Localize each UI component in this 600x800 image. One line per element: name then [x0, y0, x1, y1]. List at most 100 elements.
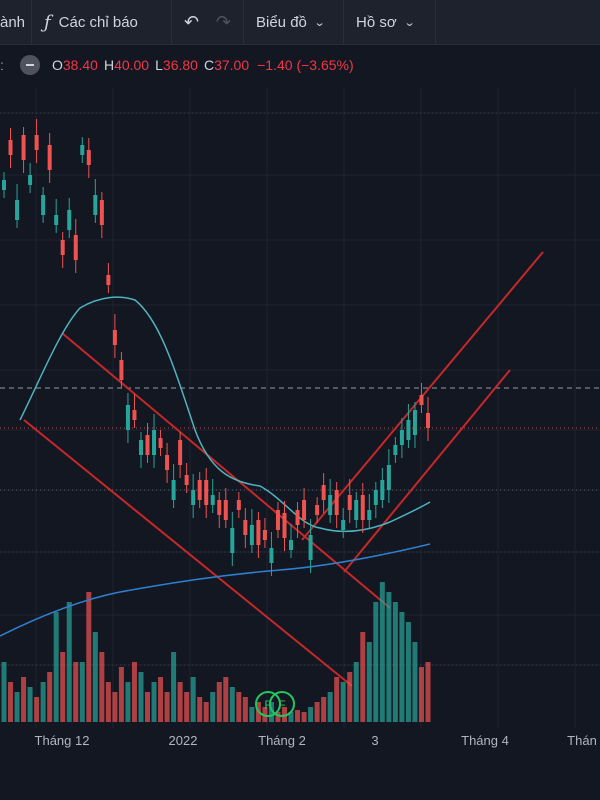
candle-body-39 [256, 520, 261, 545]
profile-menu-button[interactable]: Hồ sơ ⌄ [344, 0, 436, 44]
volume-bar-12 [79, 662, 85, 722]
candle-body-49 [321, 485, 326, 500]
candle-body-52 [341, 520, 346, 530]
candle-body-23 [152, 430, 157, 455]
moving-averages [0, 296, 431, 637]
candle-body-30 [197, 480, 202, 500]
x-tick-label-4: Tháng 4 [461, 733, 509, 748]
event-marker-0 [255, 691, 281, 717]
chart-grid [0, 88, 600, 728]
candle-body-38 [249, 525, 254, 545]
ma-slow-line [0, 543, 431, 637]
candle-body-3 [21, 135, 26, 160]
close-value: 37.00 [214, 57, 250, 73]
candle-body-16 [106, 275, 111, 285]
candle-body-53 [347, 495, 352, 510]
volume-bar-29 [190, 677, 196, 722]
volume-bar-27 [177, 682, 183, 722]
function-icon: ƒ [44, 11, 51, 33]
candle-body-62 [406, 420, 411, 440]
candle-body-45 [295, 510, 300, 525]
x-tick-label-5: Thán [567, 733, 597, 748]
volume-bar-51 [334, 677, 340, 722]
trendline-0 [61, 332, 391, 609]
candle-body-21 [138, 440, 143, 455]
x-tick-label-2: Tháng 2 [258, 733, 306, 748]
high-label: H [103, 57, 115, 73]
trendline-1 [23, 419, 353, 687]
candle-body-10 [67, 210, 72, 230]
undo-icon[interactable]: ↶ [184, 11, 200, 32]
candle-body-6 [41, 195, 46, 215]
trendline-3 [343, 369, 511, 573]
volume-bar-52 [340, 682, 346, 722]
candle-body-15 [99, 200, 104, 225]
x-tick-label-3: 3 [371, 733, 378, 748]
candle-body-56 [367, 510, 372, 520]
volume-bar-10 [66, 602, 72, 722]
redo-icon[interactable]: ↷ [215, 11, 231, 32]
volume-bar-46 [301, 712, 307, 722]
event-marker-label-1: F [278, 698, 285, 712]
open-label: O [52, 57, 63, 73]
high-value: 40.00 [114, 57, 150, 73]
volume-bar-18 [118, 667, 124, 722]
candle-body-20 [132, 410, 137, 420]
candle-body-47 [308, 535, 313, 560]
chevron-down-icon: ⌄ [403, 16, 416, 29]
trendlines [23, 251, 544, 687]
volume-bar-33 [216, 682, 222, 722]
candle-body-34 [223, 500, 228, 520]
candle-body-17 [112, 330, 117, 345]
volume-bar-50 [327, 692, 333, 722]
candle-body-61 [399, 430, 404, 445]
volume-bar-37 [242, 697, 248, 722]
undo-redo-group: ↶ ↷ [172, 0, 244, 44]
volume-bar-49 [321, 697, 327, 722]
candle-body-29 [191, 490, 196, 505]
volume-bar-61 [399, 612, 405, 722]
chart-menu-button[interactable]: Biểu đồ ⌄ [244, 0, 344, 44]
toolbar-partial-label: ành [0, 13, 26, 31]
candle-body-2 [15, 200, 20, 220]
volume-bar-34 [223, 677, 229, 722]
volume-bar-62 [405, 622, 411, 722]
candle-body-9 [60, 240, 65, 255]
indicators-button[interactable]: ƒ Các chỉ báo [32, 0, 172, 44]
volume-bar-25 [164, 692, 170, 722]
volume-bar-3 [21, 677, 27, 722]
low-label: L [155, 57, 163, 73]
candle-body-18 [119, 360, 124, 380]
volume-bar-16 [105, 682, 111, 722]
volume-bar-30 [197, 697, 203, 722]
candle-body-58 [380, 480, 385, 500]
candle-body-27 [178, 440, 183, 465]
volume-bar-17 [112, 692, 118, 722]
volume-bar-8 [53, 612, 59, 722]
candle-body-64 [419, 395, 424, 405]
collapse-icon[interactable] [20, 55, 40, 75]
volume-bar-13 [86, 592, 92, 722]
volume-bar-1 [8, 682, 14, 722]
toolbar-item-partial[interactable]: ành [0, 0, 32, 44]
volume-bar-14 [92, 632, 98, 722]
volume-bar-35 [229, 687, 235, 722]
volume-bar-15 [99, 652, 105, 722]
close-label: C [203, 57, 215, 73]
candle-body-19 [125, 405, 130, 430]
profile-menu-label: Hồ sơ [356, 13, 397, 31]
candle-body-59 [386, 465, 391, 490]
volume-bar-28 [184, 692, 190, 722]
volume-bar-11 [73, 662, 79, 722]
candle-body-24 [158, 438, 163, 448]
candle-body-11 [73, 235, 78, 260]
candle-body-44 [289, 540, 294, 550]
event-marker-label-0: F [264, 698, 271, 712]
candle-body-26 [171, 480, 176, 500]
candle-body-4 [28, 175, 33, 185]
volume-bar-47 [308, 707, 314, 722]
volume-bar-48 [314, 702, 320, 722]
open-value: 38.40 [62, 57, 98, 73]
candle-body-13 [86, 150, 91, 165]
